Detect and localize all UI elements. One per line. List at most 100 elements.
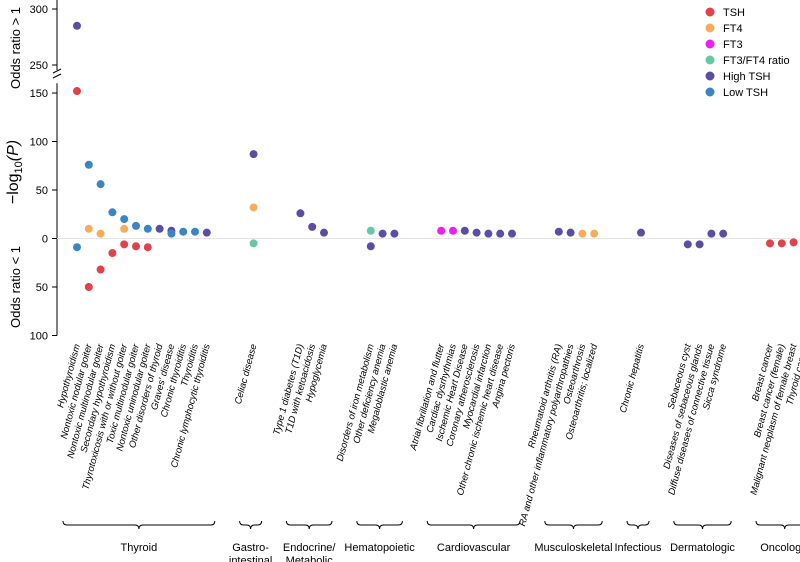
data-point [460,226,469,235]
group-brace [285,520,333,530]
group-brace [426,520,521,530]
legend-swatch [705,39,715,49]
group-label: Musculoskeletal [534,542,612,554]
y-tick-label: 100 [30,137,48,149]
data-point [73,243,81,252]
data-point [789,238,798,247]
data-point [590,229,599,238]
data-point [320,228,328,237]
group-label: Metabolic [286,555,334,562]
data-point [308,222,317,231]
data-point [167,229,176,238]
legend-swatch [705,55,715,65]
y-tick-label: 100 [30,331,48,343]
data-point [695,240,704,249]
y-tick-label: 50 [36,282,48,294]
data-point [719,229,728,238]
group-label: Gastro- [232,542,269,554]
legend: TSH FT4 FT3 FT3/FT4 ratio High TSH Low TSH [705,7,790,99]
data-point [437,226,446,235]
legend-label: FT4 [723,23,743,35]
group-label: intestinal [229,555,272,562]
data-point [73,21,81,30]
group-brace [673,520,732,530]
legend-swatch [705,23,715,33]
legend-label: Low TSH [723,87,768,99]
data-point [472,228,481,237]
y-tick-label: 50 [36,185,48,197]
legend-swatch [705,7,715,17]
legend-swatch [705,71,715,81]
data-point [96,229,105,238]
data-point [96,180,105,189]
legend-label: TSH [723,7,745,19]
data-point [84,224,93,233]
data-point [120,215,129,224]
group-label: Cardiovascular [437,542,511,554]
y-label-lower: Odds ratio < 1 [8,246,23,328]
data-point [84,160,93,169]
y-tick-label: 250 [30,60,48,72]
data-point [202,228,211,237]
x-tick-label: Chronic hepatitis [618,343,647,414]
data-point [96,265,105,274]
data-point [132,221,140,230]
group-label: Endocrine/ [283,542,337,554]
data-point [155,224,164,233]
legend-label: FT3 [723,39,743,51]
data-point [366,226,375,235]
y-tick-label: 300 [30,4,48,16]
data-point [108,208,117,217]
data-point [84,283,93,291]
data-point [566,228,575,237]
data-point [120,240,129,249]
group-brace [544,520,603,530]
y-tick-label: 150 [30,88,48,100]
data-point [508,229,516,238]
group-brace [755,520,800,530]
data-point [191,227,199,236]
data-point [683,240,692,249]
data-point [496,229,505,238]
data-point [249,203,258,212]
group-brace [356,520,403,530]
data-points [73,21,798,291]
y-label-argument: (P) [5,140,22,161]
data-point [390,229,399,238]
data-point [707,229,716,238]
legend-label: High TSH [723,71,771,83]
data-point [249,239,258,248]
group-brace [62,520,216,530]
data-point [777,239,786,248]
data-point [554,227,563,236]
data-point [578,229,587,238]
data-point [73,87,81,96]
y-label-upper: Odds ratio > 1 [8,7,23,89]
group-brace [239,520,263,530]
data-point [249,150,258,159]
data-point [637,228,645,237]
y-axis-title: Odds ratio > 1 Odds ratio < 1 −log10(P) [5,7,25,328]
data-point [366,242,375,251]
y-label-main: −log10(P) [5,140,25,204]
data-point [143,224,152,233]
data-point [120,224,129,233]
x-tick-label: Celiac disease [233,343,260,406]
group-brace [626,520,650,530]
legend-label: FT3/FT4 ratio [723,55,790,67]
data-point [179,227,188,236]
data-point [378,229,387,238]
data-point [108,249,117,258]
y-tick-label: 0 [42,234,48,246]
data-point [766,239,774,248]
group-label: Hematopoietic [344,542,415,554]
data-point [132,242,140,251]
group-label: Oncologic [760,542,800,554]
legend-swatch [705,87,715,97]
y-label-subscript: 10 [13,161,25,173]
data-point [484,229,493,238]
group-label: Infectious [614,542,662,554]
data-point [143,243,152,252]
